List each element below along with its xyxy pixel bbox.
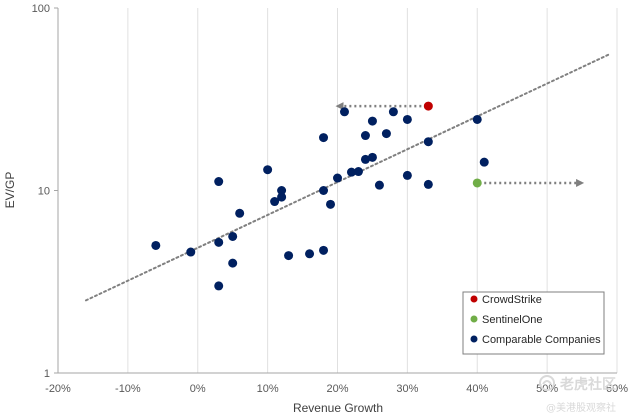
comparable-companies-point bbox=[263, 165, 273, 175]
y-tick-label: 100 bbox=[32, 3, 50, 15]
comparable-companies-point bbox=[228, 231, 238, 241]
comparable-companies-point bbox=[333, 173, 342, 183]
legend: CrowdStrike SentinelOne Comparable Compani… bbox=[462, 291, 605, 355]
legend-label: SentinelOne bbox=[482, 314, 543, 326]
comparable-companies-point bbox=[360, 154, 370, 164]
comparable-companies-point bbox=[270, 197, 280, 207]
comparable-companies-point bbox=[319, 133, 329, 143]
legend-marker bbox=[470, 335, 478, 343]
comparable-companies-point bbox=[353, 167, 363, 177]
x-tick-label: 10% bbox=[257, 383, 279, 395]
comparable-companies-point bbox=[402, 114, 412, 124]
x-tick-label: 0% bbox=[190, 383, 206, 395]
comparable-companies-point bbox=[214, 177, 224, 187]
watermark-logo-text: 老虎社区 bbox=[560, 376, 616, 393]
x-axis-title: Revenue Growth bbox=[293, 401, 383, 415]
trendline bbox=[84, 52, 612, 302]
arrows-group bbox=[335, 102, 585, 187]
comparable-companies-point bbox=[186, 247, 196, 257]
legend-label: CrowdStrike bbox=[482, 294, 542, 306]
comparable-companies-point bbox=[277, 186, 287, 195]
comparable-companies-point bbox=[151, 240, 161, 250]
comparable-companies-point bbox=[214, 281, 224, 291]
comparable-companies-point bbox=[402, 170, 412, 180]
watermark: 老虎社区 @美港股观察社 bbox=[539, 375, 616, 414]
x-tick-label: 20% bbox=[326, 383, 348, 395]
comparable-companies-point bbox=[381, 129, 391, 139]
comparable-companies-point bbox=[346, 167, 356, 177]
comparable-companies-point bbox=[214, 237, 224, 247]
x-tick-label: 40% bbox=[466, 383, 488, 395]
comparable-companies-point bbox=[319, 186, 329, 195]
comparable-companies-point bbox=[472, 114, 482, 124]
legend-marker bbox=[470, 295, 478, 303]
comparable-companies-point bbox=[228, 258, 238, 268]
comparable-companies-point bbox=[326, 199, 336, 209]
comparable-companies-point bbox=[367, 152, 377, 162]
comparable-companies-point bbox=[284, 251, 294, 261]
y-tick-labels: 1 10 100 bbox=[32, 3, 58, 380]
comparable-companies-point bbox=[319, 245, 329, 255]
x-tick-labels: -20% -10% 0% 10% 20% 30% 40% 50% 60% bbox=[45, 383, 628, 395]
legend-marker bbox=[470, 315, 478, 323]
watermark-handle: @美港股观察社 bbox=[546, 401, 616, 414]
comparable-companies-point bbox=[305, 249, 315, 259]
legend-label: Comparable Companies bbox=[482, 334, 601, 346]
comparable-companies-point bbox=[339, 107, 349, 117]
y-tick-label: 10 bbox=[38, 186, 50, 198]
tiger-logo-icon bbox=[539, 375, 555, 391]
comparable-companies-point bbox=[235, 208, 245, 218]
trendline-group bbox=[84, 52, 612, 302]
comparable-companies-point bbox=[388, 107, 398, 117]
x-tick-label: -10% bbox=[115, 383, 141, 395]
comparable-companies-point bbox=[277, 192, 287, 202]
sentinelone-point bbox=[472, 178, 482, 188]
y-tick-label: 1 bbox=[44, 368, 50, 380]
x-tick-label: 60% bbox=[606, 383, 628, 395]
x-tick-label: -20% bbox=[45, 383, 71, 395]
comparable-companies-point bbox=[360, 131, 370, 141]
comparable-companies-point bbox=[479, 157, 489, 167]
crowdstrike-point bbox=[423, 101, 433, 111]
comparable-companies-point bbox=[423, 137, 433, 147]
comparable-companies-point bbox=[374, 180, 384, 190]
y-axis-title: EV/GP bbox=[3, 172, 17, 209]
gridlines bbox=[127, 8, 618, 373]
legend-box bbox=[462, 291, 605, 355]
data-points bbox=[151, 101, 489, 291]
x-tick-label: 30% bbox=[396, 383, 418, 395]
comparable-companies-point bbox=[423, 179, 433, 189]
comparable-companies-point bbox=[367, 116, 377, 126]
